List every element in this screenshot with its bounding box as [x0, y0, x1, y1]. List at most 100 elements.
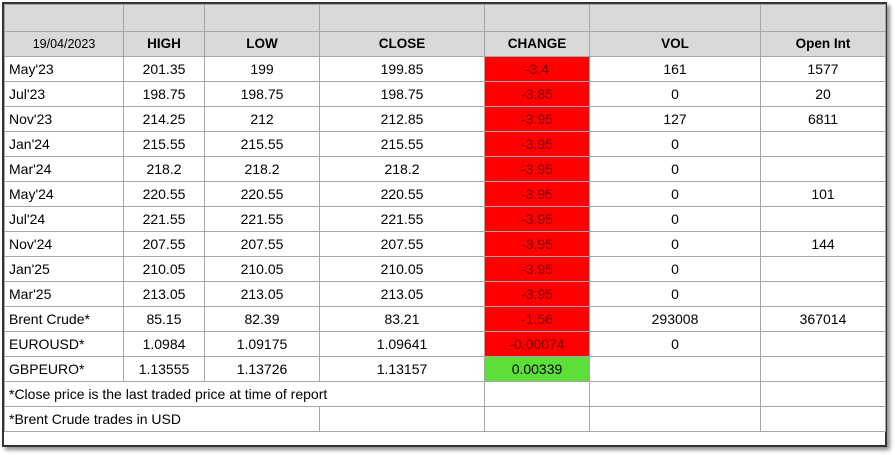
- change-value: 0.00339: [484, 356, 590, 382]
- vol-value: 0: [589, 331, 761, 357]
- vol-value: 0: [589, 256, 761, 282]
- low-value: 215.55: [204, 131, 320, 157]
- blank-cell: [4, 4, 124, 32]
- table-row: Nov'24 207.55 207.55 207.55 -3.95 0 144: [4, 231, 886, 257]
- close-value: 220.55: [319, 181, 485, 207]
- open-int-value: 367014: [760, 306, 886, 332]
- note-row: *Brent Crude trades in USD: [4, 406, 886, 432]
- close-value: 212.85: [319, 106, 485, 132]
- instrument-name: Mar'24: [4, 156, 124, 182]
- header-change: CHANGE: [484, 31, 590, 57]
- high-value: 1.0984: [123, 331, 205, 357]
- high-value: 221.55: [123, 206, 205, 232]
- blank-cell: [589, 4, 761, 32]
- change-value: -3.95: [484, 206, 590, 232]
- instrument-name: Jan'24: [4, 131, 124, 157]
- empty-cell: [589, 381, 761, 407]
- note-row: *Close price is the last traded price at…: [4, 381, 886, 407]
- vol-value: [589, 356, 761, 382]
- table-row: May'23 201.35 199 199.85 -3.4 161 1577: [4, 56, 886, 82]
- empty-cell: [319, 406, 485, 432]
- table-row: Jul'23 198.75 198.75 198.75 -3.85 0 20: [4, 81, 886, 107]
- report-date: 19/04/2023: [4, 31, 124, 57]
- empty-cell: [484, 406, 590, 432]
- high-value: 207.55: [123, 231, 205, 257]
- low-value: 198.75: [204, 81, 320, 107]
- low-value: 218.2: [204, 156, 320, 182]
- table-row: EUROUSD* 1.0984 1.09175 1.09641 -0.00074 0: [4, 331, 886, 357]
- instrument-name: EUROUSD*: [4, 331, 124, 357]
- instrument-name: May'24: [4, 181, 124, 207]
- instrument-name: Brent Crude*: [4, 306, 124, 332]
- header-low: LOW: [204, 31, 320, 57]
- column-header-row: 19/04/2023 HIGH LOW CLOSE CHANGE VOL Ope…: [4, 31, 886, 57]
- table-row: Mar'24 218.2 218.2 218.2 -3.95 0: [4, 156, 886, 182]
- low-value: 220.55: [204, 181, 320, 207]
- change-value: -0.00074: [484, 331, 590, 357]
- instrument-name: GBPEURO*: [4, 356, 124, 382]
- open-int-value: [760, 206, 886, 232]
- blank-cell: [204, 4, 320, 32]
- high-value: 85.15: [123, 306, 205, 332]
- high-value: 215.55: [123, 131, 205, 157]
- vol-value: 0: [589, 156, 761, 182]
- header-vol: VOL: [589, 31, 761, 57]
- open-int-value: 6811: [760, 106, 886, 132]
- close-value: 221.55: [319, 206, 485, 232]
- table-row: Jul'24 221.55 221.55 221.55 -3.95 0: [4, 206, 886, 232]
- blank-cell: [484, 4, 590, 32]
- close-value: 207.55: [319, 231, 485, 257]
- close-value: 210.05: [319, 256, 485, 282]
- close-value: 198.75: [319, 81, 485, 107]
- open-int-value: [760, 356, 886, 382]
- vol-value: 0: [589, 206, 761, 232]
- open-int-value: [760, 256, 886, 282]
- table-row: Nov'23 214.25 212 212.85 -3.95 127 6811: [4, 106, 886, 132]
- vol-value: 0: [589, 181, 761, 207]
- high-value: 210.05: [123, 256, 205, 282]
- blank-header-row: [4, 4, 886, 32]
- change-value: -3.95: [484, 231, 590, 257]
- vol-value: 0: [589, 281, 761, 307]
- vol-value: 161: [589, 56, 761, 82]
- table-row: Mar'25 213.05 213.05 213.05 -3.95 0: [4, 281, 886, 307]
- change-value: -3.95: [484, 131, 590, 157]
- instrument-name: May'23: [4, 56, 124, 82]
- low-value: 207.55: [204, 231, 320, 257]
- change-value: -3.4: [484, 56, 590, 82]
- header-high: HIGH: [123, 31, 205, 57]
- instrument-name: Jan'25: [4, 256, 124, 282]
- high-value: 220.55: [123, 181, 205, 207]
- header-close: CLOSE: [319, 31, 485, 57]
- vol-value: 0: [589, 131, 761, 157]
- low-value: 213.05: [204, 281, 320, 307]
- change-value: -3.95: [484, 106, 590, 132]
- instrument-name: Mar'25: [4, 281, 124, 307]
- high-value: 198.75: [123, 81, 205, 107]
- close-value: 83.21: [319, 306, 485, 332]
- table-row: Brent Crude* 85.15 82.39 83.21 -1.56 293008 36…: [4, 306, 886, 332]
- instrument-name: Nov'24: [4, 231, 124, 257]
- open-int-value: 1577: [760, 56, 886, 82]
- table-row: GBPEURO* 1.13555 1.13726 1.13157 0.00339: [4, 356, 886, 382]
- table-row: Jan'24 215.55 215.55 215.55 -3.95 0: [4, 131, 886, 157]
- vol-value: 293008: [589, 306, 761, 332]
- close-value: 1.09641: [319, 331, 485, 357]
- vol-value: 127: [589, 106, 761, 132]
- empty-cell: [760, 381, 886, 407]
- empty-cell: [589, 406, 761, 432]
- header-open-int: Open Int: [760, 31, 886, 57]
- price-table: 19/04/2023 HIGH LOW CLOSE CHANGE VOL Ope…: [4, 4, 886, 432]
- vol-value: 0: [589, 81, 761, 107]
- change-value: -1.56: [484, 306, 590, 332]
- blank-cell: [760, 4, 886, 32]
- change-value: -3.95: [484, 256, 590, 282]
- low-value: 199: [204, 56, 320, 82]
- empty-cell: [760, 406, 886, 432]
- change-value: -3.95: [484, 181, 590, 207]
- footnote: *Brent Crude trades in USD: [4, 406, 320, 432]
- change-value: -3.85: [484, 81, 590, 107]
- table-row: May'24 220.55 220.55 220.55 -3.95 0 101: [4, 181, 886, 207]
- instrument-name: Jul'23: [4, 81, 124, 107]
- high-value: 218.2: [123, 156, 205, 182]
